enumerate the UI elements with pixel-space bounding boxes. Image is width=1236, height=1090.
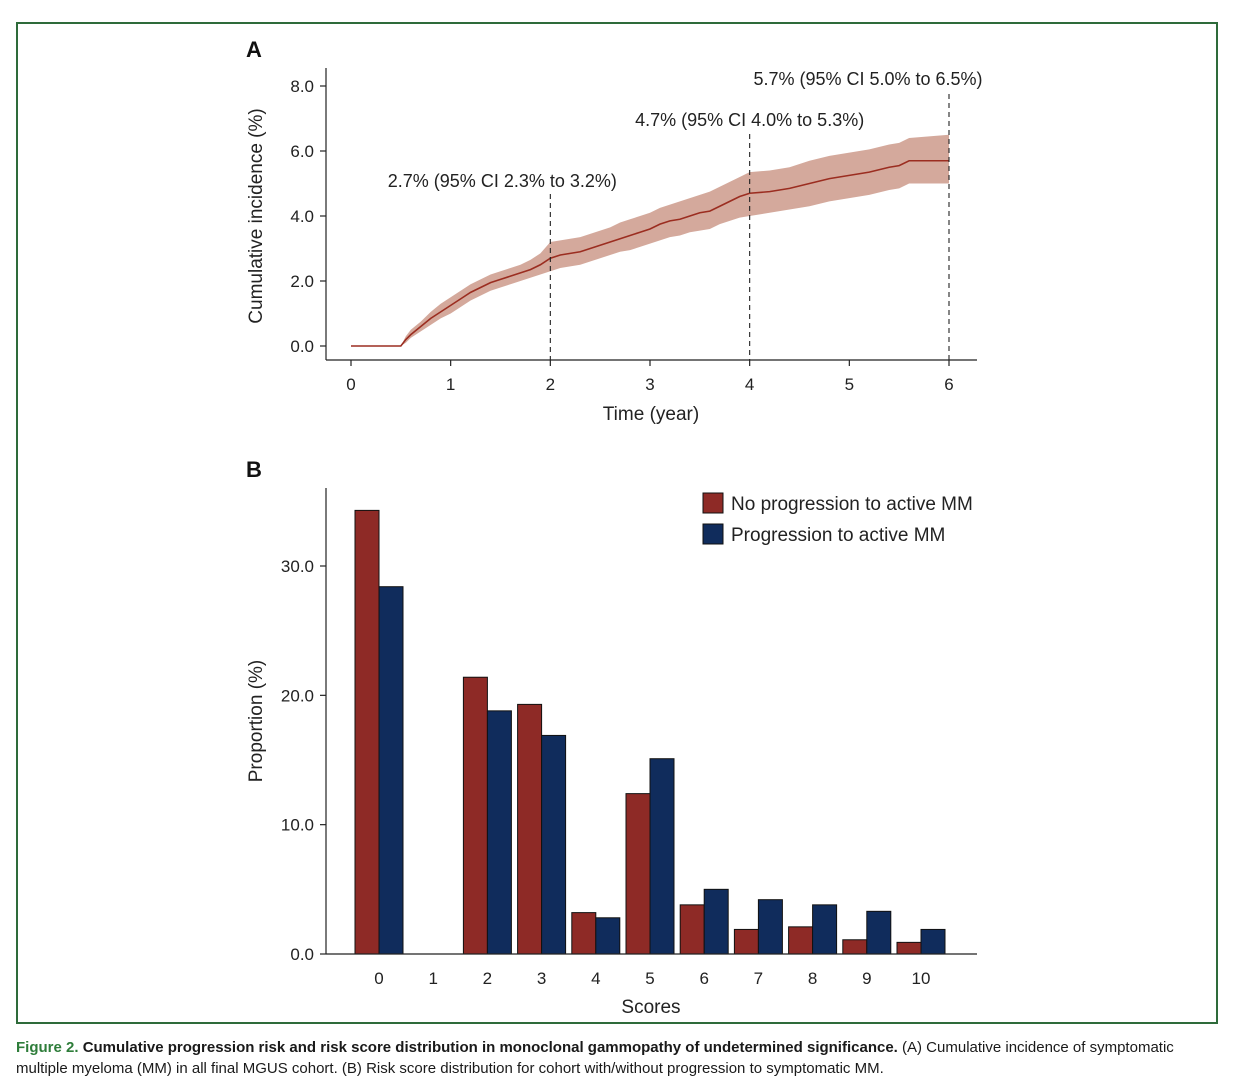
figure-caption: Figure 2. Cumulative progression risk an… <box>16 1037 1222 1079</box>
panel-a-x-tick-label: 6 <box>944 375 953 394</box>
bar-progression <box>812 904 838 955</box>
panel-b-y-tick-label: 30.0 <box>281 557 314 576</box>
panel-b-x-tick-label: 4 <box>591 969 600 988</box>
panel-b-axes: 0.0 10.0 20.0 30.0 0 1 2 3 4 5 6 7 8 9 10 <box>281 488 977 988</box>
panel-a-x-tick-label: 2 <box>546 375 555 394</box>
bar-no-progression <box>896 941 922 955</box>
panel-a-y-tick-label: 0.0 <box>290 337 314 356</box>
panel-b-x-tick-label: 8 <box>808 969 817 988</box>
panel-a-y-tick-label: 2.0 <box>290 272 314 291</box>
panel-a-annotations: 2.7% (95% CI 2.3% to 3.2%) 4.7% (95% CI 4… <box>388 69 983 360</box>
panel-a-y-axis-label: Cumulative incidence (%) <box>246 108 267 323</box>
bar-no-progression <box>842 939 868 955</box>
panel-a-x-tick-label: 4 <box>745 375 754 394</box>
bar-progression <box>486 710 512 955</box>
panel-b-x-tick-label: 7 <box>754 969 763 988</box>
panel-b-x-tick-label: 2 <box>483 969 492 988</box>
bar-progression <box>757 899 783 955</box>
panel-a-x-tick-label: 5 <box>845 375 854 394</box>
panel-a-x-tick-label: 1 <box>446 375 455 394</box>
panel-b-x-tick-label: 9 <box>862 969 871 988</box>
caption-text: (A) Cumulative incidence of symptomatic … <box>16 1039 1174 1077</box>
caption-label: Figure 2. <box>16 1039 79 1056</box>
panel-a-y-tick-label: 4.0 <box>290 207 314 226</box>
panel-b-x-tick-label: 5 <box>645 969 654 988</box>
panel-b-x-tick-label: 10 <box>912 969 931 988</box>
bar-progression <box>595 917 621 955</box>
panel-b-x-tick-label: 0 <box>374 969 383 988</box>
bar-no-progression <box>517 703 543 955</box>
panel-a-label: A <box>246 37 262 62</box>
panel-a-y-tick-label: 6.0 <box>290 142 314 161</box>
legend-swatch-no-progression <box>702 492 724 514</box>
bar-no-progression <box>571 912 597 955</box>
bar-progression <box>920 928 946 955</box>
annotation-label: 2.7% (95% CI 2.3% to 3.2%) <box>388 171 617 191</box>
legend-label-no-progression: No progression to active MM <box>731 494 973 515</box>
bar-progression <box>541 734 567 955</box>
bar-progression <box>866 910 892 955</box>
panel-b-y-tick-label: 10.0 <box>281 816 314 835</box>
ci-band-group <box>351 134 949 346</box>
incidence-line-group <box>351 159 949 347</box>
panel-a-x-axis-label: Time (year) <box>603 404 699 425</box>
figure-svg: A 0.0 2.0 4.0 6.0 8.0 0 1 2 3 4 5 6 2.7% (95% CI 2.… <box>246 37 983 1018</box>
panel-b-label: B <box>246 457 262 482</box>
bar-progression <box>703 888 729 955</box>
ci-band <box>351 134 949 346</box>
panel-b-x-tick-label: 1 <box>428 969 437 988</box>
panel-a-x-tick-label: 0 <box>346 375 355 394</box>
bar-no-progression <box>679 904 705 955</box>
legend-label-progression: Progression to active MM <box>731 525 945 546</box>
incidence-line <box>351 159 949 347</box>
legend-swatch-progression <box>702 523 724 545</box>
bar-progression <box>649 758 675 955</box>
panel-b-x-tick-label: 3 <box>537 969 546 988</box>
bar-no-progression <box>733 928 759 955</box>
bar-no-progression <box>462 676 488 955</box>
panel-b-y-tick-label: 0.0 <box>290 945 314 964</box>
caption-title: Cumulative progression risk and risk sco… <box>82 1039 898 1056</box>
panel-b-x-axis-label: Scores <box>621 997 680 1018</box>
bar-progression <box>378 586 404 955</box>
panel-a-x-tick-label: 3 <box>645 375 654 394</box>
panel-b-y-axis-label: Proportion (%) <box>246 660 267 783</box>
annotation-label: 4.7% (95% CI 4.0% to 5.3%) <box>635 110 864 130</box>
panel-b-y-tick-label: 20.0 <box>281 686 314 705</box>
bar-no-progression <box>625 793 651 955</box>
bar-no-progression <box>788 926 814 955</box>
panel-a-y-tick-label: 8.0 <box>290 77 314 96</box>
panel-a-axes: 0.0 2.0 4.0 6.0 8.0 0 1 2 3 4 5 6 <box>290 68 977 394</box>
bar-no-progression <box>354 509 380 955</box>
panel-b-legend: No progression to active MM Progression … <box>702 492 973 546</box>
panel-b-x-tick-label: 6 <box>699 969 708 988</box>
figure-frame <box>16 22 1218 1024</box>
annotation-label: 5.7% (95% CI 5.0% to 6.5%) <box>753 69 982 89</box>
panel-b-bars <box>354 509 946 955</box>
